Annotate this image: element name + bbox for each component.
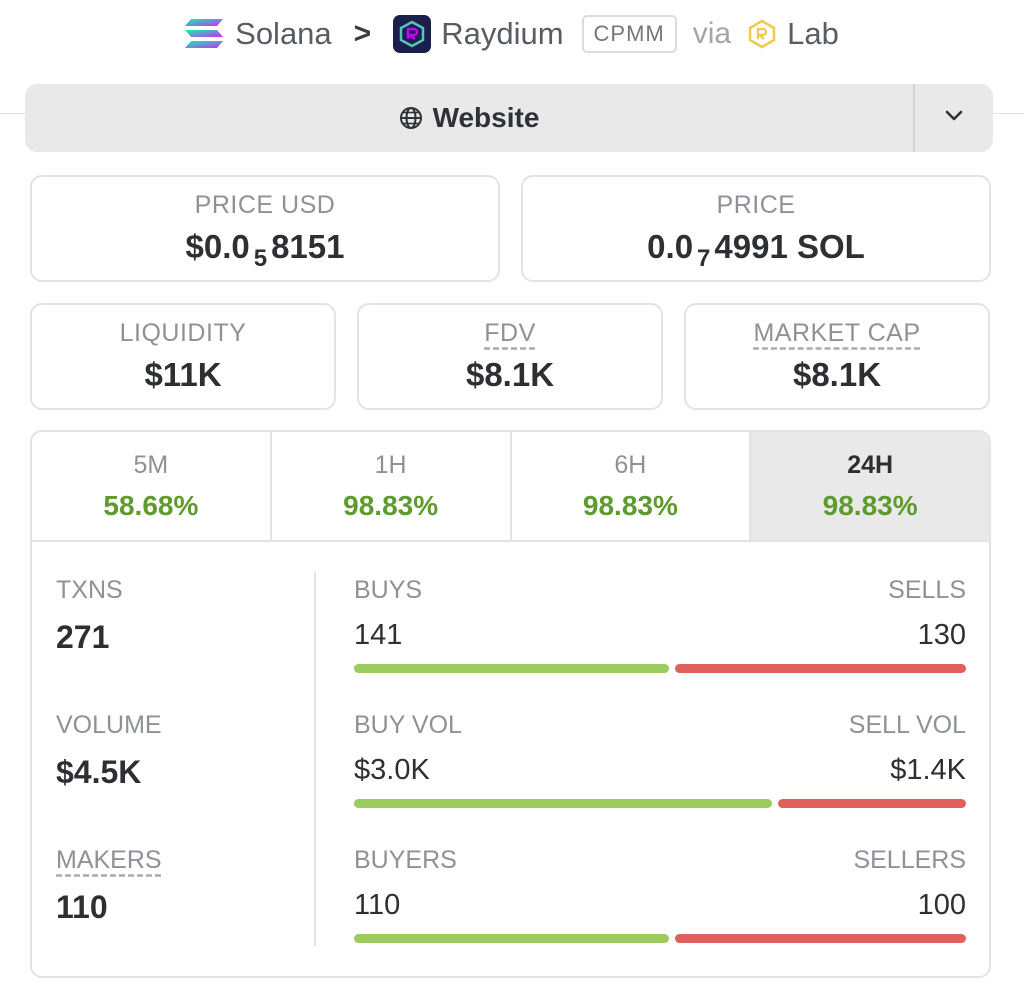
- sellers-label: SELLERS: [853, 846, 966, 874]
- volume-bar: [354, 799, 966, 808]
- globe-icon: [399, 106, 423, 130]
- source-link[interactable]: Lab: [787, 16, 839, 51]
- tab-6h[interactable]: 6H 98.83%: [512, 432, 752, 540]
- price-usd-value: $0.0 5 8151: [185, 228, 345, 272]
- txns-stat: TXNS 271: [56, 576, 123, 656]
- txns-breakdown: BUYS SELLS 141 130: [354, 576, 966, 673]
- price-native-card: PRICE 0.0 7 4991 SOL: [521, 175, 991, 282]
- makers-breakdown: BUYERS SELLERS 110 100: [354, 846, 966, 943]
- buy-bar-segment: [354, 664, 670, 673]
- price-change: 98.83%: [582, 489, 678, 521]
- buy-bar-segment: [354, 799, 773, 808]
- makers-label[interactable]: MAKERS: [56, 846, 162, 874]
- price-change: 58.68%: [103, 489, 199, 521]
- price-usd-prefix: $0.0: [185, 228, 250, 265]
- makers-value: 110: [56, 889, 108, 925]
- chain-link[interactable]: Solana: [235, 16, 332, 51]
- price-change: 98.83%: [822, 489, 918, 521]
- market-cap-label[interactable]: MARKET CAP: [753, 319, 921, 347]
- price-native-value: 0.0 7 4991 SOL: [647, 228, 865, 272]
- txns-value: 271: [56, 619, 110, 655]
- dex-link[interactable]: Raydium: [441, 16, 564, 51]
- tab-label: 5M: [133, 450, 169, 479]
- sell-vol-value: $1.4K: [890, 754, 966, 786]
- links-dropdown-toggle[interactable]: [913, 84, 993, 152]
- sellers-value: 100: [917, 889, 966, 921]
- lab-logo-icon: [747, 19, 777, 49]
- price-usd-label: PRICE USD: [194, 191, 336, 219]
- raydium-logo-icon: [393, 15, 432, 53]
- period-tabs: 5M 58.68% 1H 98.83% 6H 98.83% 24H 98.83%: [32, 432, 989, 542]
- price-native-label: PRICE: [716, 191, 796, 219]
- solana-logo-icon: [185, 16, 225, 52]
- tab-1h[interactable]: 1H 98.83%: [272, 432, 512, 540]
- makers-bar: [354, 934, 966, 943]
- price-native-prefix: 0.0: [647, 228, 694, 265]
- website-button-label: Website: [432, 102, 540, 133]
- sell-bar-segment: [675, 664, 966, 673]
- buyers-label: BUYERS: [354, 846, 457, 874]
- buy-bar-segment: [354, 934, 670, 943]
- sell-vol-label: SELL VOL: [848, 711, 966, 739]
- website-bar: Website: [25, 84, 993, 152]
- price-native-zero-count: 7: [697, 245, 711, 272]
- liquidity-value: $11K: [144, 356, 222, 393]
- pool-type-badge: CPMM: [581, 15, 677, 53]
- buys-sells-bar: [354, 664, 966, 673]
- tab-5m[interactable]: 5M 58.68%: [32, 432, 272, 540]
- makers-stat: MAKERS 110: [56, 846, 162, 926]
- tab-label: 6H: [614, 450, 647, 479]
- market-cap-value: $8.1K: [792, 356, 882, 393]
- period-stats-panel: 5M 58.68% 1H 98.83% 6H 98.83% 24H 98.83%…: [30, 430, 991, 978]
- tab-24h[interactable]: 24H 98.83%: [751, 432, 989, 540]
- stats-body: TXNS 271 VOLUME $4.5K MAKERS 110 BUYS SE…: [32, 542, 989, 976]
- liquidity-label: LIQUIDITY: [119, 319, 247, 347]
- sells-value: 130: [917, 619, 966, 651]
- fdv-value: $8.1K: [465, 356, 555, 393]
- chevron-right-icon: >: [353, 17, 372, 50]
- stats-divider: [314, 572, 316, 946]
- buyers-value: 110: [354, 889, 401, 921]
- price-native-digits: 4991 SOL: [714, 228, 865, 265]
- price-usd-digits: 8151: [271, 228, 345, 265]
- buys-value: 141: [354, 619, 403, 651]
- price-usd-zero-count: 5: [253, 245, 268, 272]
- tab-label: 1H: [374, 450, 407, 479]
- volume-value: $4.5K: [56, 754, 142, 790]
- txns-label: TXNS: [56, 576, 123, 604]
- website-button[interactable]: Website: [25, 84, 913, 152]
- breadcrumb: Solana > Raydium CPMM via Lab: [0, 8, 1024, 60]
- tab-label: 24H: [847, 450, 894, 479]
- liquidity-card: LIQUIDITY $11K: [30, 303, 336, 410]
- sell-bar-segment: [778, 799, 966, 808]
- fdv-label[interactable]: FDV: [484, 319, 536, 347]
- buys-label: BUYS: [354, 576, 423, 604]
- chevron-down-icon: [944, 109, 964, 127]
- buy-vol-label: BUY VOL: [354, 711, 462, 739]
- volume-breakdown: BUY VOL SELL VOL $3.0K $1.4K: [354, 711, 966, 808]
- price-change: 98.83%: [343, 489, 439, 521]
- fdv-card: FDV $8.1K: [357, 303, 663, 410]
- volume-label: VOLUME: [56, 711, 162, 739]
- market-cap-card: MARKET CAP $8.1K: [684, 303, 990, 410]
- volume-stat: VOLUME $4.5K: [56, 711, 162, 791]
- buy-vol-value: $3.0K: [354, 754, 430, 786]
- sells-label: SELLS: [888, 576, 966, 604]
- price-usd-card: PRICE USD $0.0 5 8151: [30, 175, 500, 282]
- via-text: via: [692, 17, 732, 50]
- sell-bar-segment: [675, 934, 966, 943]
